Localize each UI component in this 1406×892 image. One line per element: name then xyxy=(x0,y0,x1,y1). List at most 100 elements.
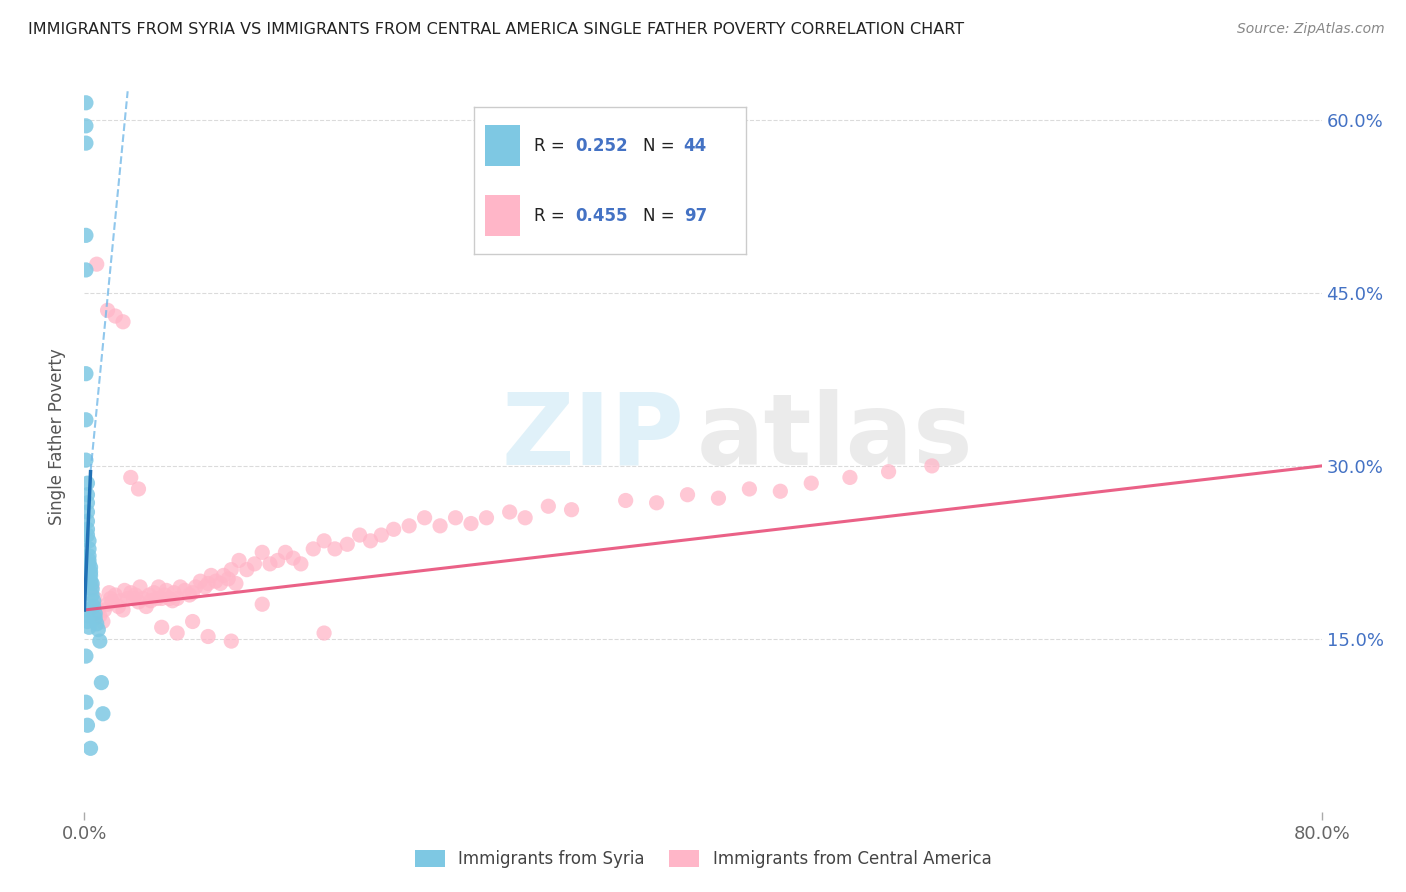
Point xyxy=(76,608,98,623)
Point xyxy=(75,695,97,709)
Point xyxy=(82,588,104,602)
Point xyxy=(159,591,180,606)
Point xyxy=(614,493,637,508)
Point xyxy=(162,594,184,608)
Point xyxy=(127,482,149,496)
Point xyxy=(197,630,219,644)
Point xyxy=(169,580,191,594)
Legend: Immigrants from Syria, Immigrants from Central America: Immigrants from Syria, Immigrants from C… xyxy=(408,843,998,874)
Point xyxy=(86,257,108,271)
Point xyxy=(205,574,228,589)
Point xyxy=(127,595,149,609)
Point xyxy=(460,516,482,531)
Point xyxy=(838,470,860,484)
Text: Source: ZipAtlas.com: Source: ZipAtlas.com xyxy=(1237,22,1385,37)
Point xyxy=(87,603,110,617)
Point xyxy=(107,599,129,614)
Point xyxy=(217,572,239,586)
Point xyxy=(77,553,100,567)
Point xyxy=(77,541,100,556)
Point xyxy=(79,565,101,579)
Point xyxy=(129,580,152,594)
Point xyxy=(98,585,121,599)
Point xyxy=(75,263,97,277)
Point xyxy=(281,551,305,566)
Y-axis label: Single Father Poverty: Single Father Poverty xyxy=(48,349,66,525)
Point xyxy=(179,588,201,602)
Point xyxy=(166,626,188,640)
Point xyxy=(645,496,668,510)
Point xyxy=(250,545,273,559)
Point xyxy=(323,541,346,556)
Point xyxy=(108,594,131,608)
Point xyxy=(89,608,111,623)
Point xyxy=(76,476,98,491)
Point xyxy=(77,549,100,563)
Point xyxy=(219,634,242,648)
Point xyxy=(676,488,699,502)
Point xyxy=(76,615,98,629)
Point xyxy=(738,482,761,496)
Point xyxy=(150,620,173,634)
Point xyxy=(163,585,186,599)
Point xyxy=(197,576,219,591)
Point xyxy=(181,615,204,629)
Point xyxy=(349,528,371,542)
Point xyxy=(139,594,162,608)
Point xyxy=(148,580,170,594)
Point xyxy=(135,599,157,614)
Point xyxy=(93,603,115,617)
Point xyxy=(83,594,105,608)
Point xyxy=(336,537,359,551)
Point xyxy=(96,303,118,318)
Point xyxy=(132,591,155,606)
Point xyxy=(143,585,166,599)
Point xyxy=(89,634,111,648)
Point xyxy=(82,582,104,597)
Point xyxy=(79,741,101,756)
Point xyxy=(75,649,97,664)
Point xyxy=(194,580,217,594)
Point xyxy=(112,603,135,617)
Point xyxy=(77,620,100,634)
Point xyxy=(79,568,101,582)
Point xyxy=(800,476,823,491)
Point xyxy=(87,623,110,637)
Point xyxy=(267,553,290,567)
Point xyxy=(84,607,107,621)
Point xyxy=(77,533,100,548)
Point xyxy=(75,136,97,150)
Point xyxy=(76,505,98,519)
Point xyxy=(155,583,177,598)
Point xyxy=(76,718,98,732)
Point xyxy=(104,309,127,323)
Point xyxy=(75,228,97,243)
Point xyxy=(181,585,204,599)
Point xyxy=(209,576,232,591)
Text: ZIP: ZIP xyxy=(502,389,685,485)
Point xyxy=(122,591,145,606)
Point xyxy=(537,500,560,514)
Point xyxy=(250,597,273,611)
Point xyxy=(398,519,420,533)
Point xyxy=(302,541,325,556)
Text: IMMIGRANTS FROM SYRIA VS IMMIGRANTS FROM CENTRAL AMERICA SINGLE FATHER POVERTY C: IMMIGRANTS FROM SYRIA VS IMMIGRANTS FROM… xyxy=(28,22,965,37)
Point xyxy=(75,603,97,617)
Point xyxy=(120,470,142,484)
Point xyxy=(274,545,297,559)
Point xyxy=(79,560,101,574)
Point xyxy=(153,588,176,602)
Point xyxy=(166,591,188,606)
Point xyxy=(146,591,169,606)
Point xyxy=(560,502,583,516)
Point xyxy=(225,576,247,591)
Point xyxy=(921,458,943,473)
Point xyxy=(76,528,98,542)
Point xyxy=(228,553,250,567)
Point xyxy=(200,568,222,582)
Point xyxy=(101,595,124,609)
Point xyxy=(100,591,122,606)
Point xyxy=(114,583,136,598)
Point xyxy=(90,675,112,690)
Point xyxy=(290,557,312,571)
